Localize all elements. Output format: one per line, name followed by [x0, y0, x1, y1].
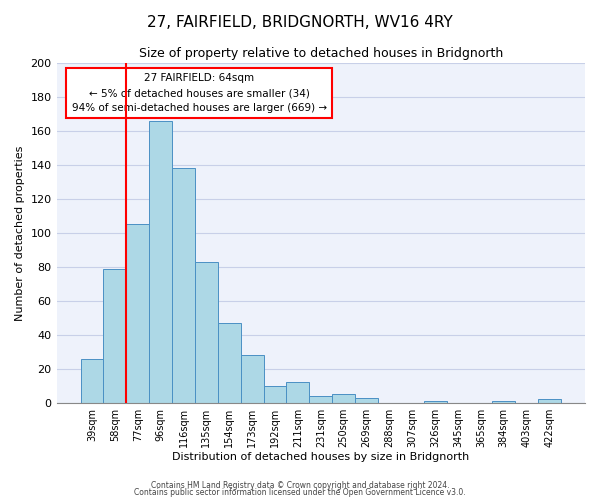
Bar: [310, 396, 332, 402]
Bar: [332, 394, 355, 402]
Bar: [172, 168, 195, 402]
Bar: [424, 401, 446, 402]
Bar: [286, 382, 310, 402]
Title: Size of property relative to detached houses in Bridgnorth: Size of property relative to detached ho…: [139, 48, 503, 60]
Bar: [149, 121, 172, 402]
Y-axis label: Number of detached properties: Number of detached properties: [15, 145, 25, 320]
Text: Contains public sector information licensed under the Open Government Licence v3: Contains public sector information licen…: [134, 488, 466, 497]
Bar: [195, 262, 218, 402]
Bar: [355, 398, 378, 402]
Bar: [263, 386, 286, 402]
Bar: [103, 268, 127, 402]
Bar: [80, 358, 103, 403]
Bar: [241, 355, 263, 403]
Text: 27 FAIRFIELD: 64sqm
← 5% of detached houses are smaller (34)
94% of semi-detache: 27 FAIRFIELD: 64sqm ← 5% of detached hou…: [71, 73, 327, 113]
Text: 27, FAIRFIELD, BRIDGNORTH, WV16 4RY: 27, FAIRFIELD, BRIDGNORTH, WV16 4RY: [147, 15, 453, 30]
Bar: [538, 400, 561, 402]
Bar: [127, 224, 149, 402]
Bar: [218, 323, 241, 402]
Text: Contains HM Land Registry data © Crown copyright and database right 2024.: Contains HM Land Registry data © Crown c…: [151, 480, 449, 490]
X-axis label: Distribution of detached houses by size in Bridgnorth: Distribution of detached houses by size …: [172, 452, 469, 462]
Bar: [493, 401, 515, 402]
